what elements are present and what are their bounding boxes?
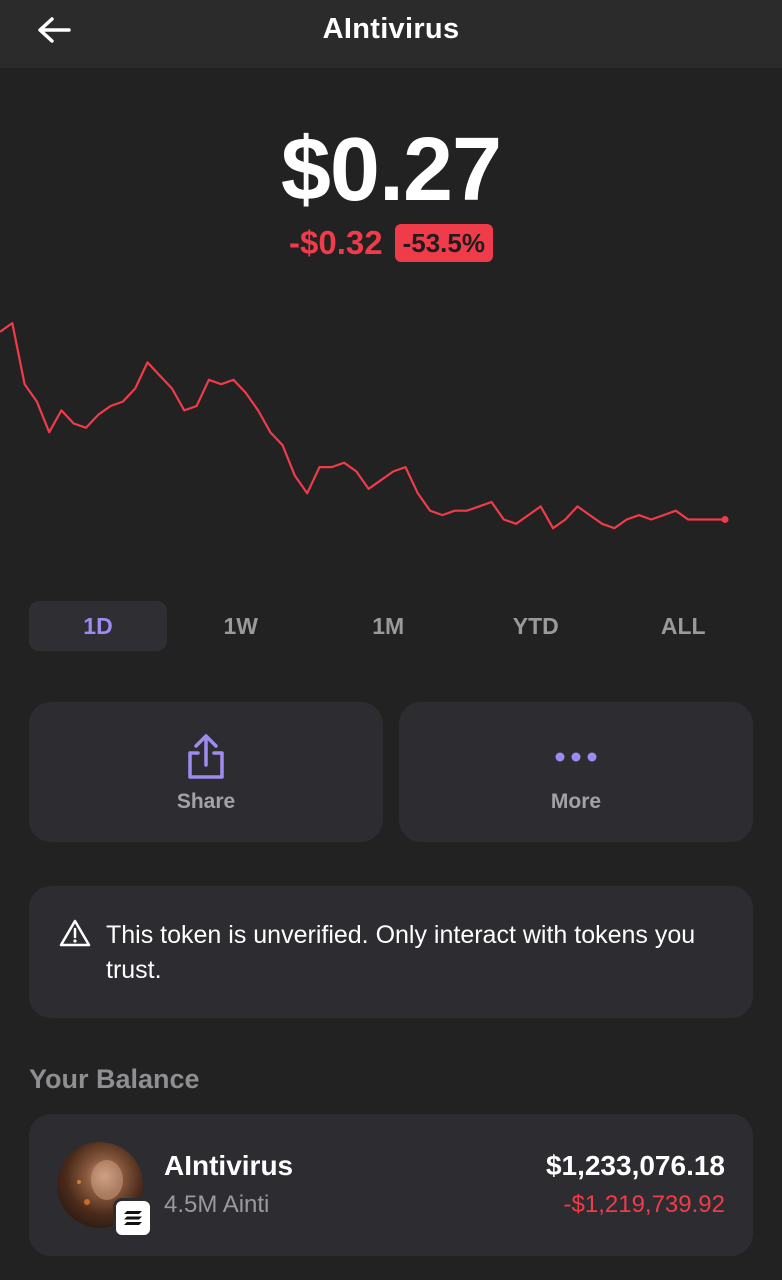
warning-text: This token is unverified. Only interact … (106, 921, 696, 984)
range-tab-all[interactable]: ALL (660, 612, 706, 639)
more-button[interactable]: More (399, 702, 753, 842)
solana-icon (113, 1198, 153, 1238)
price-chart[interactable] (0, 300, 782, 560)
price-change-row: -$0.32 -53.5% (0, 224, 782, 262)
balance-section-title: Your Balance (29, 1064, 200, 1094)
token-price: $0.27 (280, 120, 502, 220)
token-name: AIntivirus (164, 1150, 294, 1181)
token-value-change: -$1,219,739.92 (563, 1191, 725, 1218)
share-button[interactable]: Share (29, 702, 383, 842)
price-change-absolute: -$0.32 (289, 224, 383, 261)
price-series-line (0, 322, 725, 530)
arrow-left-icon (38, 17, 71, 43)
range-tab-ytd[interactable]: YTD (512, 612, 559, 639)
range-tab-1m[interactable]: 1M (372, 612, 405, 639)
more-dots-icon (555, 752, 597, 762)
more-label: More (550, 790, 602, 813)
price-change-percent-badge: -53.5% (394, 224, 493, 262)
unverified-warning: This token is unverified. Only interact … (29, 886, 753, 1018)
share-icon (188, 734, 224, 779)
token-amount: 4.5M Ainti (164, 1191, 270, 1218)
current-price-point (721, 515, 729, 523)
token-avatar (57, 1142, 143, 1228)
warning-triangle-icon (59, 919, 91, 947)
token-value: $1,233,076.18 (545, 1150, 725, 1181)
time-range-selector: 1D 1W 1M YTD ALL (29, 601, 757, 651)
range-tab-1d[interactable]: 1D (29, 601, 167, 651)
range-tab-1w[interactable]: 1W (223, 612, 259, 639)
share-label: Share (176, 790, 236, 813)
page-title: AIntivirus (322, 13, 460, 45)
balance-row[interactable]: AIntivirus 4.5M Ainti $1,233,076.18 -$1,… (29, 1114, 753, 1256)
back-button[interactable] (30, 8, 78, 52)
top-bar: AIntivirus (0, 0, 782, 68)
